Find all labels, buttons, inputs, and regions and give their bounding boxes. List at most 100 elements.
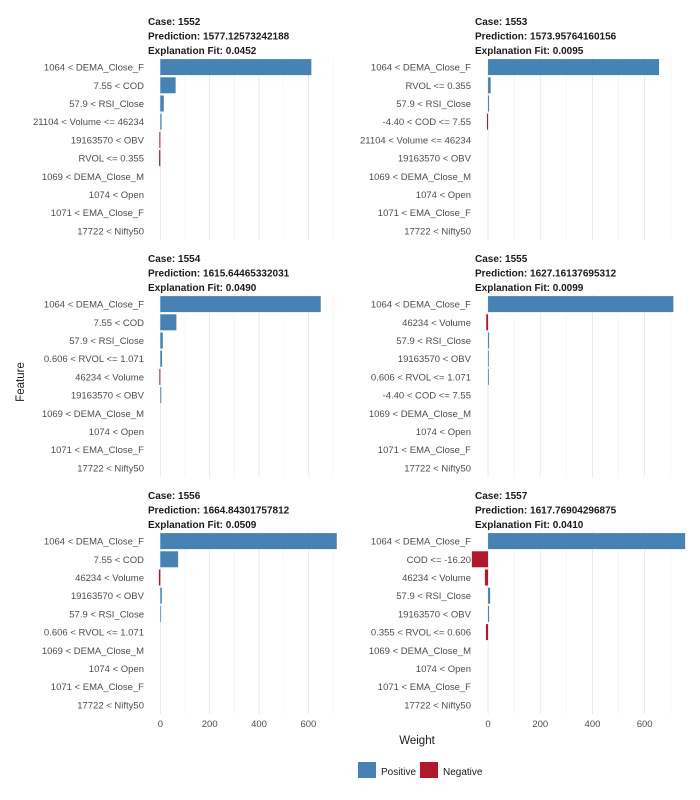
feature-label: 1071 < EMA_Close_F — [378, 208, 471, 219]
bar — [488, 533, 686, 550]
feature-label: 57.9 < RSI_Close — [69, 99, 144, 110]
bar — [488, 296, 674, 313]
feature-label: 19163570 < OBV — [398, 154, 472, 165]
panel-title-case: Case: 1552 — [148, 17, 201, 28]
bar — [160, 59, 312, 76]
panel-title-prediction: Prediction: 1573.95764160156 — [475, 32, 617, 43]
bar — [159, 150, 161, 167]
panel-title-prediction: Prediction: 1664.84301757812 — [148, 506, 290, 517]
bar — [488, 605, 490, 622]
feature-label: 0.606 < RVOL <= 1.071 — [371, 372, 471, 383]
feature-label: 17722 < Nifty50 — [77, 700, 144, 711]
feature-label: 57.9 < RSI_Close — [396, 336, 471, 347]
feature-label: 1074 < Open — [89, 427, 144, 438]
x-tick-label: 400 — [585, 719, 601, 730]
feature-label: 57.9 < RSI_Close — [396, 591, 471, 602]
feature-label: 1071 < EMA_Close_F — [51, 682, 144, 693]
bar — [488, 587, 491, 604]
feature-label: 7.55 < COD — [94, 555, 145, 566]
bar — [160, 350, 163, 367]
panel-title-prediction: Prediction: 1577.12573242188 — [148, 32, 290, 43]
panel-title-case: Case: 1557 — [475, 491, 528, 502]
feature-label: 1069 < DEMA_Close_M — [369, 409, 471, 420]
feature-label: 19163570 < OBV — [398, 609, 472, 620]
feature-label: 1074 < Open — [89, 190, 144, 201]
panel-title-fit: Explanation Fit: 0.0095 — [475, 46, 584, 57]
bar — [160, 296, 321, 313]
feature-label: -4.40 < COD <= 7.55 — [383, 117, 471, 128]
facet-panel: Case: 1557 Prediction: 1617.76904296875 Ex… — [369, 491, 686, 730]
bar — [488, 350, 489, 367]
panel-title-prediction: Prediction: 1615.64465332031 — [148, 269, 290, 280]
bar — [488, 77, 491, 94]
feature-label: 1069 < DEMA_Close_M — [42, 409, 144, 420]
bar — [159, 368, 161, 385]
x-tick-label: 400 — [251, 719, 267, 730]
feature-label: 1069 < DEMA_Close_M — [369, 172, 471, 183]
feature-label: 1064 < DEMA_Close_F — [44, 63, 144, 74]
feature-label: 1074 < Open — [416, 664, 471, 675]
bar — [160, 387, 162, 404]
facet-panels: Case: 1552 Prediction: 1577.12573242188 Ex… — [33, 17, 686, 730]
feature-label: 1071 < EMA_Close_F — [51, 208, 144, 219]
feature-label: 19163570 < OBV — [71, 591, 145, 602]
panel-title-prediction: Prediction: 1617.76904296875 — [475, 506, 617, 517]
bar — [484, 569, 489, 586]
feature-label: 21104 < Volume <= 46234 — [360, 135, 471, 146]
facet-panel: Case: 1555 Prediction: 1627.16137695312 Ex… — [369, 254, 674, 477]
bar — [471, 551, 489, 568]
feature-label: 17722 < Nifty50 — [404, 700, 471, 711]
feature-label: 57.9 < RSI_Close — [69, 336, 144, 347]
x-tick-label: 600 — [300, 719, 316, 730]
feature-label: 0.606 < RVOL <= 1.071 — [44, 354, 144, 365]
feature-label: RVOL <= 0.355 — [406, 81, 472, 92]
panel-title-case: Case: 1556 — [148, 491, 201, 502]
feature-label: 46234 < Volume — [402, 318, 471, 329]
bar — [487, 113, 489, 130]
panel-title-fit: Explanation Fit: 0.0410 — [475, 520, 584, 531]
bar — [158, 569, 161, 586]
bar — [160, 533, 337, 550]
facet-panel: Case: 1552 Prediction: 1577.12573242188 Ex… — [33, 17, 334, 240]
panel-title-case: Case: 1554 — [148, 254, 201, 265]
feature-label: 17722 < Nifty50 — [77, 226, 144, 237]
panel-title-case: Case: 1553 — [475, 17, 528, 28]
feature-label: 1071 < EMA_Close_F — [51, 445, 144, 456]
bar — [160, 587, 162, 604]
feature-label: 7.55 < COD — [94, 81, 145, 92]
feature-label: 7.55 < COD — [94, 318, 145, 329]
feature-label: 17722 < Nifty50 — [77, 463, 144, 474]
panel-title-case: Case: 1555 — [475, 254, 528, 265]
facet-panel: Case: 1556 Prediction: 1664.84301757812 Ex… — [42, 491, 337, 730]
feature-label: 1074 < Open — [416, 190, 471, 201]
feature-label: 1069 < DEMA_Close_M — [42, 646, 144, 657]
y-axis-title: Feature — [15, 362, 27, 402]
feature-label: 21104 < Volume <= 46234 — [33, 117, 144, 128]
bar — [160, 332, 163, 349]
x-tick-label: 600 — [637, 719, 653, 730]
feature-label: 1064 < DEMA_Close_F — [44, 537, 144, 548]
bar — [485, 624, 489, 641]
feature-label: 0.355 < RVOL <= 0.606 — [371, 628, 471, 639]
feature-label: 1064 < DEMA_Close_F — [371, 63, 471, 74]
bar — [160, 551, 179, 568]
x-axis-title: Weight — [399, 735, 435, 747]
feature-label: 17722 < Nifty50 — [404, 226, 471, 237]
bar — [160, 95, 164, 112]
feature-label: 19163570 < OBV — [71, 135, 145, 146]
bar — [488, 59, 660, 76]
x-tick-label: 200 — [202, 719, 218, 730]
feature-label: 1074 < Open — [416, 427, 471, 438]
feature-label: 57.9 < RSI_Close — [396, 99, 471, 110]
x-tick-label: 0 — [485, 719, 490, 730]
feature-label: 57.9 < RSI_Close — [69, 609, 144, 620]
facet-panel: Case: 1554 Prediction: 1615.64465332031 Ex… — [42, 254, 334, 477]
facet-panel: Case: 1553 Prediction: 1573.95764160156 Ex… — [360, 17, 672, 240]
feature-label: RVOL <= 0.355 — [79, 154, 145, 165]
bar — [486, 314, 489, 331]
feature-label: 1064 < DEMA_Close_F — [371, 300, 471, 311]
feature-label: 1071 < EMA_Close_F — [378, 682, 471, 693]
feature-label: 1071 < EMA_Close_F — [378, 445, 471, 456]
feature-label: 19163570 < OBV — [71, 391, 145, 402]
